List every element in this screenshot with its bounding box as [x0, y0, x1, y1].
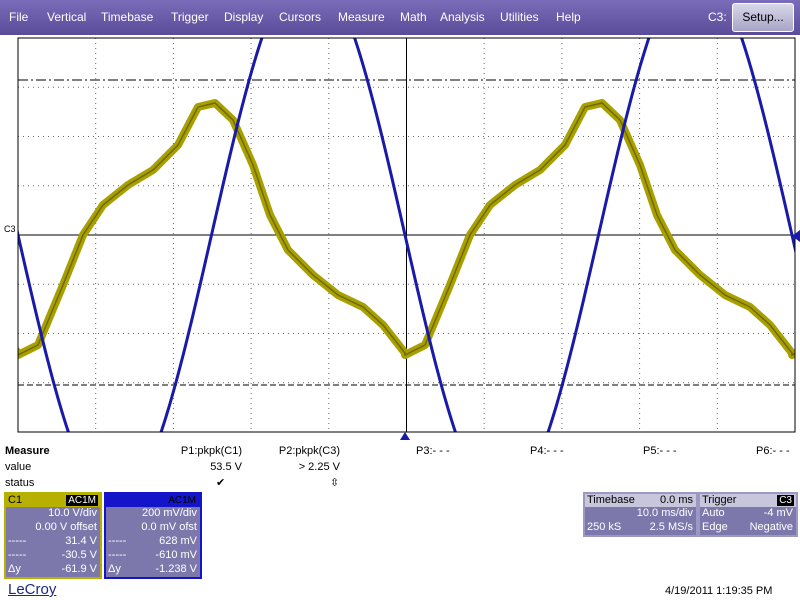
menu-item[interactable]: Measure	[338, 10, 385, 24]
channel-header: C3 AC1M	[106, 494, 200, 507]
trigger-marker	[400, 432, 410, 440]
timestamp: 4/19/2011 1:19:35 PM	[665, 585, 773, 597]
delta-symbol: Δy	[108, 563, 121, 575]
row-label: value	[5, 461, 32, 473]
c1-trace-core	[18, 102, 795, 357]
delay: 0.0 ms	[659, 494, 693, 506]
delta-value: -1.238 V	[155, 563, 197, 575]
trigger-title: Trigger	[702, 494, 737, 506]
trigger-mode: Auto	[702, 507, 725, 519]
delta-symbol: Δy	[8, 563, 21, 575]
sample-rate: 2.5 MS/s	[649, 521, 693, 533]
menu-item[interactable]: File	[9, 10, 29, 24]
menu-item[interactable]: Utilities	[500, 10, 539, 24]
trigger-box[interactable]: Trigger C3 Auto -4 mV Edge Negative	[698, 492, 798, 537]
param-name[interactable]: P4:- - -	[530, 445, 564, 457]
timebase-box[interactable]: Timebase 0.0 ms 10.0 ms/div 250 kS 2.5 MS/…	[583, 492, 698, 537]
menu-item[interactable]: Math	[400, 10, 427, 24]
row-label: status	[5, 477, 35, 489]
trigger-type: Edge	[702, 521, 728, 533]
cursor-symbol: -----	[108, 549, 127, 561]
menu-item[interactable]: Timebase	[101, 10, 154, 24]
waveform-grid: C3	[4, 37, 800, 440]
trace-label: C3	[4, 224, 16, 234]
channel-name: C1	[8, 494, 23, 506]
brand: LeCroy	[8, 581, 57, 598]
vdiv: 200 mV/div	[141, 507, 197, 519]
coupling: AC1M	[166, 495, 198, 506]
channel-box[interactable]: C1 AC1M 10.0 V/div 0.00 V offset ----- 31.…	[4, 492, 102, 579]
menu-item[interactable]: Trigger	[171, 10, 209, 24]
param-status: ✔	[216, 477, 226, 489]
param-status: ⇳	[330, 477, 340, 489]
channel-header: C1 AC1M	[6, 494, 100, 507]
cursor-value: -610 mV	[155, 549, 197, 561]
param-name[interactable]: P6:- - -	[756, 445, 790, 457]
param-value: > 2.25 V	[298, 461, 340, 473]
menu-bar: File Vertical Timebase Trigger Display C…	[0, 0, 800, 35]
coupling: AC1M	[66, 495, 98, 506]
vdiv: 10.0 V/div	[48, 507, 97, 519]
menu-item[interactable]: Cursors	[279, 10, 322, 24]
setup-button[interactable]: Setup...	[732, 3, 794, 32]
timebase-title: Timebase	[587, 494, 635, 506]
param-name[interactable]: P1:pkpk(C1)	[180, 445, 242, 457]
param-name[interactable]: P5:- - -	[643, 445, 677, 457]
menu-item[interactable]: Help	[556, 10, 581, 24]
cursor-value: 628 mV	[159, 535, 197, 547]
trigger-slope: Negative	[749, 521, 793, 533]
delta-value: -61.9 V	[61, 563, 97, 575]
level-marker	[792, 230, 800, 242]
cursor-symbol: -----	[108, 535, 127, 547]
trigger-level: -4 mV	[763, 507, 793, 519]
param-name[interactable]: P2:pkpk(C3)	[278, 445, 340, 457]
time-div: 10.0 ms/div	[636, 507, 693, 519]
menu-item[interactable]: Display	[224, 10, 264, 24]
channel-box[interactable]: C3 AC1M 200 mV/div 0.0 mV ofst ----- 628 m…	[104, 492, 202, 579]
samples: 250 kS	[587, 521, 622, 533]
menu-item[interactable]: Vertical	[47, 10, 87, 24]
channel-name: C3	[108, 494, 123, 506]
offset: 0.0 mV ofst	[141, 521, 197, 533]
cursor-value: -30.5 V	[61, 549, 97, 561]
trigger-source: C3	[777, 495, 794, 506]
cursor-symbol: -----	[8, 549, 27, 561]
c1-trace	[18, 99, 795, 359]
cursor-value: 31.4 V	[65, 535, 97, 547]
menu-item[interactable]: Analysis	[440, 10, 485, 24]
param-value: 53.5 V	[210, 461, 242, 473]
measure-title: Measure	[5, 445, 50, 457]
c3-trace	[18, 38, 795, 432]
param-name[interactable]: P3:- - -	[416, 445, 450, 457]
channel-indicator: C3:	[708, 10, 727, 24]
offset: 0.00 V offset	[35, 521, 97, 533]
cursor-symbol: -----	[8, 535, 27, 547]
